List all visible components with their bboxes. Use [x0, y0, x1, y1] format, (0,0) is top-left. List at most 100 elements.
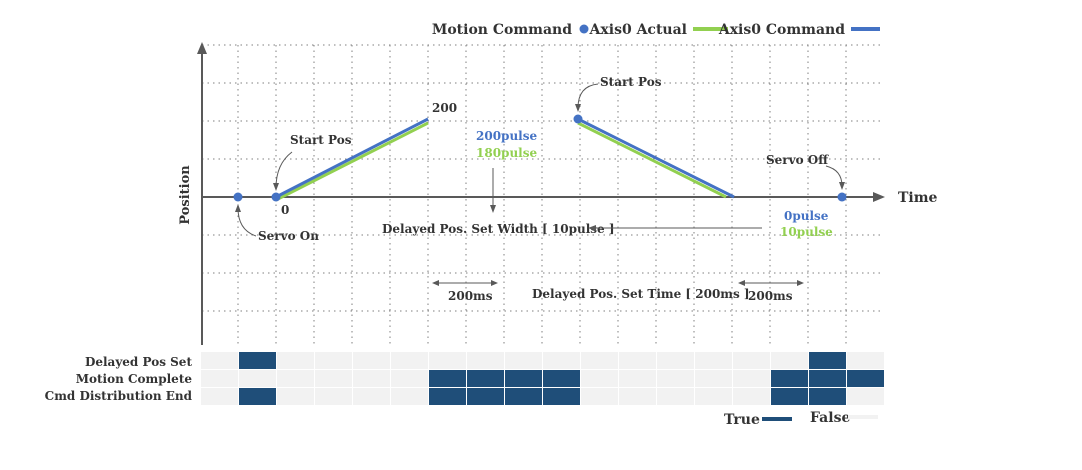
- value-200-label: 200: [432, 101, 457, 115]
- ms-left-arrowhead-l: [432, 280, 439, 286]
- signal-label-delayed-pos-set: Delayed Pos Set: [85, 355, 192, 369]
- signal-cell-false: [847, 388, 884, 405]
- signal-cell-true: [239, 352, 276, 369]
- start-pos-arrowhead-1: [273, 183, 279, 191]
- start-pos-label-1: Start Pos: [290, 133, 352, 147]
- servo-on-arrow: [237, 207, 257, 237]
- start-pos-label-2: Start Pos: [600, 75, 662, 89]
- signal-cell-false: [201, 352, 238, 369]
- command-rise-line: [275, 117, 429, 199]
- ms-left-label: 200ms: [448, 289, 493, 303]
- ms-left-arrowhead-r: [491, 280, 498, 286]
- signal-cell-false: [733, 370, 770, 387]
- signal-cell-false: [353, 352, 390, 369]
- signal-cell-false: [391, 370, 428, 387]
- signal-cell-false: [695, 370, 732, 387]
- start-pos-arrowhead-2: [575, 104, 581, 112]
- motion-command-point-start-return: [573, 114, 583, 124]
- legend-motion-command-label: Motion Command: [432, 22, 572, 38]
- signal-cell-false: [429, 352, 466, 369]
- signal-cell-true: [847, 370, 884, 387]
- signal-cell-false: [619, 388, 656, 405]
- signal-cell-false: [657, 370, 694, 387]
- motion-command-point-servo-on: [233, 192, 243, 202]
- command-200pulse-label: 200pulse: [476, 129, 537, 143]
- signal-cell-false: [733, 352, 770, 369]
- servo-on-arrowhead: [235, 204, 241, 212]
- signal-cell-false: [771, 352, 808, 369]
- delayed-pos-set-time-label: Delayed Pos. Set Time [ 200ms ]: [532, 287, 750, 301]
- signal-cell-false: [315, 388, 352, 405]
- servo-on-label: Servo On: [258, 229, 319, 243]
- signal-labels: Delayed Pos Set Motion Complete Cmd Dist…: [45, 355, 193, 403]
- delayed-width-left-arrowhead: [588, 225, 596, 231]
- motion-command-point-servo-off: [837, 192, 847, 202]
- ms-right-label: 200ms: [748, 289, 793, 303]
- signal-cell-false: [581, 370, 618, 387]
- signal-cell-false: [505, 352, 542, 369]
- signal-true-swatch: [762, 417, 792, 421]
- signal-cell-false: [239, 370, 276, 387]
- signal-cell-false: [695, 352, 732, 369]
- signal-cell-false: [353, 370, 390, 387]
- signal-cell-false: [581, 352, 618, 369]
- signal-cell-false: [467, 352, 504, 369]
- signal-cell-true: [239, 388, 276, 405]
- x-axis-arrow: [873, 192, 885, 202]
- signal-cell-true: [543, 388, 580, 405]
- signal-cell-true: [467, 388, 504, 405]
- signal-true-label: True: [724, 412, 760, 428]
- signal-cell-false: [657, 352, 694, 369]
- signal-cell-true: [809, 352, 846, 369]
- signal-cell-false: [201, 388, 238, 405]
- signal-cell-false: [581, 388, 618, 405]
- signal-cell-false: [847, 352, 884, 369]
- signal-cell-true: [809, 388, 846, 405]
- ms-right-arrowhead-l: [738, 280, 745, 286]
- start-pos-arrow-2: [577, 83, 599, 109]
- signal-cell-false: [277, 352, 314, 369]
- signal-cell-false: [201, 370, 238, 387]
- signal-cell-true: [505, 388, 542, 405]
- servo-off-label: Servo Off: [766, 153, 829, 167]
- servo-off-arrowhead: [839, 182, 845, 190]
- delayed-width-down-arrowhead: [490, 205, 496, 213]
- signal-cell-true: [429, 370, 466, 387]
- actual-180pulse-label: 180pulse: [476, 146, 537, 160]
- signal-cell-true: [505, 370, 542, 387]
- actual-fall-line: [577, 121, 727, 199]
- x-axis-label: Time: [898, 190, 938, 206]
- motion-command-point-start: [271, 192, 281, 202]
- signal-cell-false: [391, 352, 428, 369]
- legend-motion-command-dot: [579, 24, 589, 34]
- signal-cell-false: [315, 370, 352, 387]
- signal-false-label: False: [810, 410, 850, 426]
- y-axis-arrow: [197, 42, 207, 54]
- delayed-pos-set-width-label: Delayed Pos. Set Width [ 10pulse ]: [382, 222, 615, 236]
- y-axis-label: Position: [178, 165, 193, 225]
- signal-cell-false: [315, 352, 352, 369]
- command-0pulse-label: 0pulse: [784, 209, 829, 223]
- command-fall-line: [577, 117, 735, 199]
- signal-cell-true: [809, 370, 846, 387]
- signal-cell-false: [277, 388, 314, 405]
- signal-cell-true: [771, 370, 808, 387]
- signal-label-motion-complete: Motion Complete: [76, 372, 193, 386]
- signal-cell-false: [277, 370, 314, 387]
- signal-cell-true: [467, 370, 504, 387]
- signal-cell-false: [733, 388, 770, 405]
- signal-cells: [201, 352, 884, 405]
- signal-cell-false: [619, 370, 656, 387]
- signal-cell-true: [771, 388, 808, 405]
- actual-rise-line: [275, 121, 429, 202]
- signal-cell-false: [657, 388, 694, 405]
- signal-cell-true: [429, 388, 466, 405]
- signal-cell-false: [543, 352, 580, 369]
- value-0-label: 0: [281, 203, 289, 217]
- signal-label-cmd-distribution-end: Cmd Distribution End: [45, 389, 193, 403]
- start-pos-arrow-1: [275, 151, 293, 189]
- signal-false-swatch: [848, 415, 878, 419]
- legend-axis0-command-label: Axis0 Command: [718, 22, 845, 38]
